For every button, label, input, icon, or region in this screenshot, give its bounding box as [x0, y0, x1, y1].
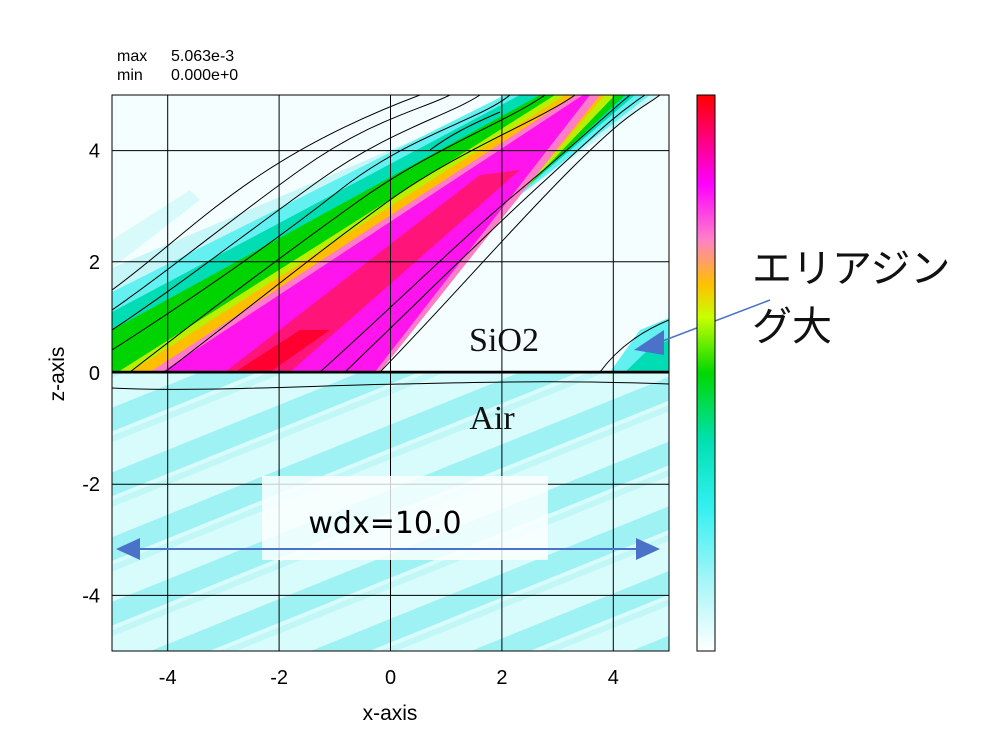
grid-lines — [112, 95, 669, 651]
heatmap-plot — [112, 95, 669, 651]
min-value: 0.000e+0 — [171, 67, 238, 84]
beam-field — [112, 95, 669, 372]
contour-lines — [112, 95, 669, 390]
x-tick-label: -4 — [159, 667, 177, 689]
x-tick-label: 4 — [608, 667, 619, 689]
y-tick-label: -4 — [82, 585, 100, 607]
plot-frame — [111, 94, 670, 652]
x-axis-label: x-axis — [363, 702, 418, 725]
max-value: 5.063e-3 — [171, 48, 234, 65]
x-tick-labels: -4 -2 0 2 4 — [159, 667, 619, 689]
sio2-label: SiO2 — [469, 322, 539, 359]
width-label-box — [262, 476, 548, 560]
colorbar — [696, 94, 716, 652]
x-tick-label: -2 — [270, 667, 288, 689]
x-tick-label: 0 — [385, 667, 396, 689]
max-label: max — [117, 48, 147, 65]
y-tick-label: 2 — [89, 252, 100, 274]
callout-line-1: エリアジン — [752, 246, 950, 292]
air-label: Air — [469, 400, 515, 437]
y-tick-labels: 4 2 0 -2 -4 — [82, 141, 100, 608]
y-tick-label: 4 — [89, 141, 100, 163]
y-tick-label: -2 — [82, 474, 100, 496]
callout-line-2: グ大 — [752, 304, 832, 350]
width-arrow — [116, 538, 660, 560]
y-axis-label: z-axis — [46, 347, 69, 402]
width-label: wdx=10.0 — [308, 506, 461, 541]
min-label: min — [117, 67, 143, 84]
y-tick-label: 0 — [89, 363, 100, 385]
x-tick-label: 2 — [496, 667, 507, 689]
